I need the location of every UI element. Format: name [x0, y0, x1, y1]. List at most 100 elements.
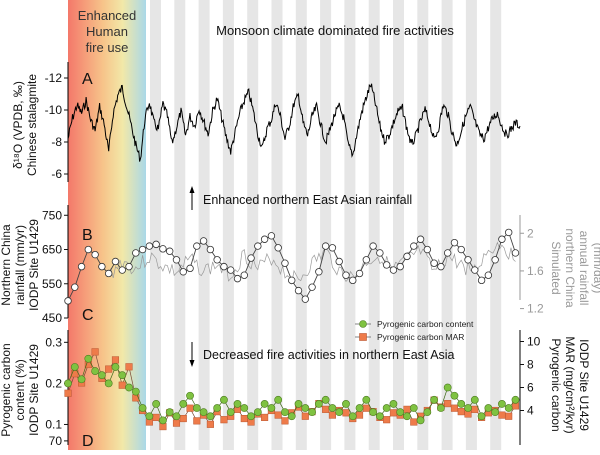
rainfall-point [511, 249, 520, 257]
pyc-content-point [138, 404, 147, 412]
axis-ticks: -12 -10 -8 -6 750 650 550 450 2 1.6 1.2 0.3 0.2 0.1 70… [42, 62, 544, 448]
rainfall-point [274, 244, 282, 252]
data-series [64, 83, 521, 431]
pyc-content-point [423, 408, 432, 417]
pyc-content-point [104, 379, 113, 388]
rainfall-point [335, 257, 343, 266]
pyc-content-point [484, 404, 493, 412]
y-tick-label-right: 2 [527, 226, 534, 240]
rainfall-point [77, 262, 86, 271]
fire-arrow-text: Decreased fire activities in northern Ea… [203, 348, 455, 362]
pyc-mar-point [362, 404, 370, 412]
pyc-content-point [342, 400, 350, 408]
glacial-band [417, 0, 429, 450]
pyc-mar-point [471, 405, 479, 413]
pyc-content-point [369, 408, 377, 417]
rainfall-point [172, 256, 181, 264]
pyc-content-point [233, 400, 242, 408]
pyc-mar-point [383, 416, 391, 424]
panel-d-right-ylabel-line-3: IODP Site U1429 [577, 339, 591, 431]
pyc-content-point [131, 387, 140, 396]
stalagmite-line [67, 83, 521, 162]
pyc-content-point [186, 391, 194, 400]
pyc-content-point [192, 404, 201, 412]
pyc-content-point [498, 400, 506, 408]
pyc-mar-point [328, 411, 336, 419]
rainfall-point [430, 259, 438, 267]
glacial-band [465, 0, 477, 450]
y-tick-label-right: 8 [527, 358, 534, 372]
pyc-mar-point [274, 411, 282, 419]
panel-b-ylabel-line-2: rainfall (mm/yr) [13, 225, 27, 305]
pyc-content-point [267, 404, 276, 412]
pyc-mar-point [152, 413, 160, 421]
human-label-line-3: fire use [86, 40, 129, 55]
rainfall-point [457, 245, 465, 254]
pyc-content-point [226, 408, 235, 417]
pyc-mar-point [193, 417, 201, 425]
pyc-content-point [260, 400, 269, 408]
rainfall-point [471, 266, 479, 274]
panel-c-ylabel-line-2: content (%) [13, 359, 27, 420]
rainfall-point [98, 262, 106, 271]
pyc-mar-point [301, 412, 309, 420]
pyc-content-point [389, 400, 398, 408]
rainfall-point [450, 238, 459, 247]
rainfall-point [104, 269, 113, 278]
pyc-content-point [436, 404, 445, 412]
pyc-content-point [464, 404, 472, 412]
rainfall-point [213, 256, 221, 264]
y-tick-label-right: 4 [527, 404, 534, 418]
rainfall-point [294, 286, 303, 295]
panel-a-ylabel-line-2: Chinese stalagmite [25, 74, 39, 176]
rainfall-point [505, 228, 513, 237]
pyc-content-point [118, 371, 127, 380]
rainfall-point [437, 262, 445, 271]
rainfall-point [111, 257, 120, 266]
pyc-content-point [220, 395, 228, 404]
rainfall-point [159, 245, 167, 253]
glacial-band [393, 0, 404, 450]
pyc-content-point [172, 412, 181, 421]
rainfall-point [71, 283, 79, 291]
pyc-content-point [355, 404, 364, 412]
glacial-band [441, 0, 453, 450]
pyc-content-point [152, 400, 161, 408]
glacial-band [344, 0, 356, 450]
rainfall-point [240, 271, 248, 279]
pyc-mar-point [342, 409, 350, 417]
y-tick-label: 450 [42, 311, 62, 325]
pyc-content-point [457, 400, 466, 408]
panel-d-right-ylabel-line-1: Pyrogenic carbon [549, 338, 563, 431]
rainfall-point [254, 242, 262, 250]
monsoon-label: Monsoon climate dominated fire activitie… [216, 23, 454, 38]
pyc-mar-point [505, 412, 513, 420]
pyc-content-point [470, 395, 479, 404]
y-tick-label-right: 10 [527, 335, 541, 349]
pyc-mar-point [240, 415, 248, 423]
rainfall-point [165, 247, 174, 255]
glacial-band [320, 0, 332, 450]
pyc-mar-point [403, 405, 411, 413]
glacial-band [271, 0, 283, 450]
rainfall-point [484, 271, 493, 279]
pyc-mar-point [457, 408, 465, 416]
rainfall-point [288, 276, 296, 285]
y-tick-label-right: 1.2 [527, 302, 544, 316]
pyc-content-point [281, 408, 289, 417]
rainfall-point [362, 256, 371, 264]
panel-b-right-ylabel-line-3: annual rainfall [577, 231, 591, 306]
y-tick-label: 0.3 [45, 335, 62, 349]
pyc-content-point [375, 412, 384, 421]
pyc-content-point [253, 408, 262, 417]
pyc-content-point [287, 412, 296, 421]
glacial-band [198, 0, 210, 450]
pyc-mar-point [206, 420, 214, 428]
pyc-mar-point [410, 418, 418, 426]
pyc-mar-point [111, 356, 120, 364]
rainfall-point [477, 276, 486, 285]
rainfall-point [315, 268, 323, 276]
y-tick-label: -12 [45, 71, 63, 85]
y-tick-label: 0.2 [45, 376, 62, 390]
